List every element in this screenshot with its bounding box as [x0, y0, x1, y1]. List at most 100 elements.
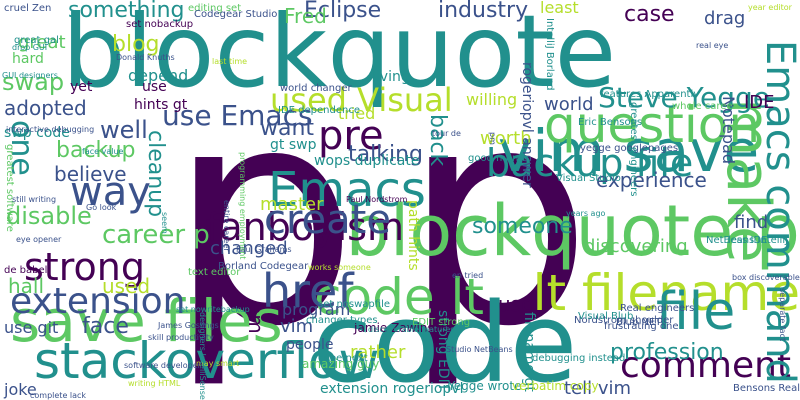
word-something: something — [68, 0, 185, 23]
word-cube-next: cube next — [318, 353, 368, 364]
word-question: question — [544, 96, 761, 154]
word-cruel-zen: cruel Zen — [4, 3, 52, 14]
word-seem: seem — [160, 212, 169, 234]
word-visual-blub: Visual Blub — [578, 311, 634, 322]
word-set-nowritebackup: set nowritebackup — [176, 305, 250, 314]
word-hard: hard — [12, 51, 44, 67]
word-drop-gui: drop GUI — [12, 43, 48, 52]
word-de-babel: de babel — [4, 265, 48, 276]
word-complete-lack: complete lack — [30, 391, 87, 400]
word-least: least — [540, 0, 579, 17]
word-extension: extension — [10, 281, 186, 322]
word-studio-netbeans: Studio NetBeans — [446, 345, 513, 354]
word-wops-duplicate: wops duplicate — [314, 153, 420, 169]
word-depend: depend — [128, 66, 189, 85]
word-discoverable-features: discoverable features — [368, 325, 455, 334]
word-interactive-debugging: interactive debugging — [6, 125, 95, 134]
word-borland-codegear: Borland Codegear — [218, 261, 309, 272]
word-code: code — [312, 279, 578, 400]
word-save-files: save files — [10, 287, 283, 355]
word-intellij-borland: IntelliJ Borland — [544, 18, 555, 91]
word-separate-fact: separate fact — [778, 288, 787, 342]
word-changed: changed — [210, 238, 288, 259]
word-use: use — [498, 292, 534, 316]
word-blog: blog — [112, 32, 160, 57]
word-experience: experience — [596, 168, 707, 192]
word-en-tried: en tried — [452, 271, 484, 280]
word-greatest-software: greatest software — [4, 144, 15, 232]
word-drag: drag — [704, 8, 746, 29]
word-swp-code: swp code — [4, 125, 70, 141]
word-living: living — [372, 69, 410, 85]
word-cleanup: cleanup — [143, 130, 168, 218]
word-set-nobackup: set nobackup — [126, 19, 194, 30]
word-still-writing: still writing — [12, 195, 57, 204]
word-netbeans-intellij: NetBeans IntelliJ — [706, 235, 789, 246]
word-want: want — [260, 116, 315, 141]
word-steve-yegge: Steve Yegge — [598, 81, 771, 114]
word-believe: believe — [54, 162, 127, 186]
word-worth: worth — [480, 128, 532, 149]
word-ide: IDE — [744, 92, 775, 113]
word-fanboyism: fanboyism — [206, 205, 404, 249]
word-used: used — [102, 274, 151, 298]
word-vim: vim — [280, 316, 314, 337]
word-use: use — [142, 79, 167, 95]
word-lt-filename: lt filename — [532, 264, 800, 322]
word-entire-career: entire career — [222, 200, 231, 252]
word-blockquote-p: blockquote p — [345, 190, 800, 272]
word-frustrating-one: frustrating one — [604, 321, 679, 332]
word-rather: rather — [350, 342, 406, 363]
word-vim-save: vim save — [498, 117, 760, 185]
word-create: create — [264, 197, 391, 243]
word-willing: willing — [466, 90, 518, 109]
word-master: master — [260, 194, 324, 215]
word-emacs: Emacs — [268, 162, 426, 218]
word-backup-file: backup file — [486, 141, 694, 185]
word-changer-types: changer types — [306, 315, 378, 326]
word-pre: pre — [318, 113, 384, 159]
word-less-ide: less IDE — [728, 235, 768, 246]
word-eclipse: Eclipse — [304, 0, 382, 23]
word-disable: disable — [6, 202, 92, 230]
word-discovering: discovering — [584, 236, 688, 257]
word-nordstrom-shoulder: Nordstrom shoulder — [574, 315, 674, 326]
word-donald-knuths: Donald Knuths — [116, 53, 175, 62]
word-software-developers: software developers — [124, 361, 206, 370]
word-editing-set: editing set — [188, 3, 242, 14]
word-may-smart: may smart — [196, 359, 240, 368]
word-people: people — [286, 337, 334, 353]
word-pm: pm — [488, 132, 497, 145]
word-amazing-guy: amazing guy — [302, 357, 380, 371]
word-eye-opener: eye opener — [16, 235, 62, 244]
word-eric-bensons: Eric Bensons — [578, 117, 643, 128]
word-tell-vim: tell vim — [564, 378, 632, 399]
word-ide-dependence: IDE dependence — [278, 105, 360, 116]
word-rogeriopvl-answer: rogeriopvl answer — [519, 62, 535, 188]
word-path-hints: path hints — [405, 200, 421, 271]
word-swap: swap — [2, 68, 65, 96]
word-code-lt: code lt — [314, 268, 484, 326]
word-real-engineers: Real engineers — [620, 303, 695, 314]
word-programming-employment: programming employment — [238, 152, 247, 260]
word-james-goslings: James Goslings — [158, 321, 219, 330]
word-well: well — [100, 116, 148, 144]
word-last-time: last time — [212, 57, 248, 66]
word-whole-career: whole career — [672, 101, 737, 112]
word-hints-gt: hints gt — [134, 97, 188, 113]
word-go-look: Go look — [86, 203, 117, 212]
word-paul-grahams: Paul Grahams — [236, 245, 292, 254]
word-hall: hall — [8, 274, 45, 298]
word-blockquote: blockquote — [62, 0, 617, 110]
word-year-editor: year editor — [748, 3, 792, 12]
word-works-someone: works someone — [308, 263, 371, 272]
word-stackoverflow: stackoverflow — [34, 332, 380, 390]
word-visual-studio: Visual Studio — [556, 173, 621, 184]
word-bensons-real: Bensons Real — [733, 383, 800, 394]
word-years-ago: years ago — [566, 209, 606, 218]
word-face-value: face value — [82, 147, 124, 156]
word-career-p: career p — [102, 220, 210, 250]
word-tour-de: tour de — [432, 129, 461, 138]
word-blub-net: Blub NET — [616, 317, 662, 328]
word-gui-designers: GUI designers — [2, 71, 58, 80]
